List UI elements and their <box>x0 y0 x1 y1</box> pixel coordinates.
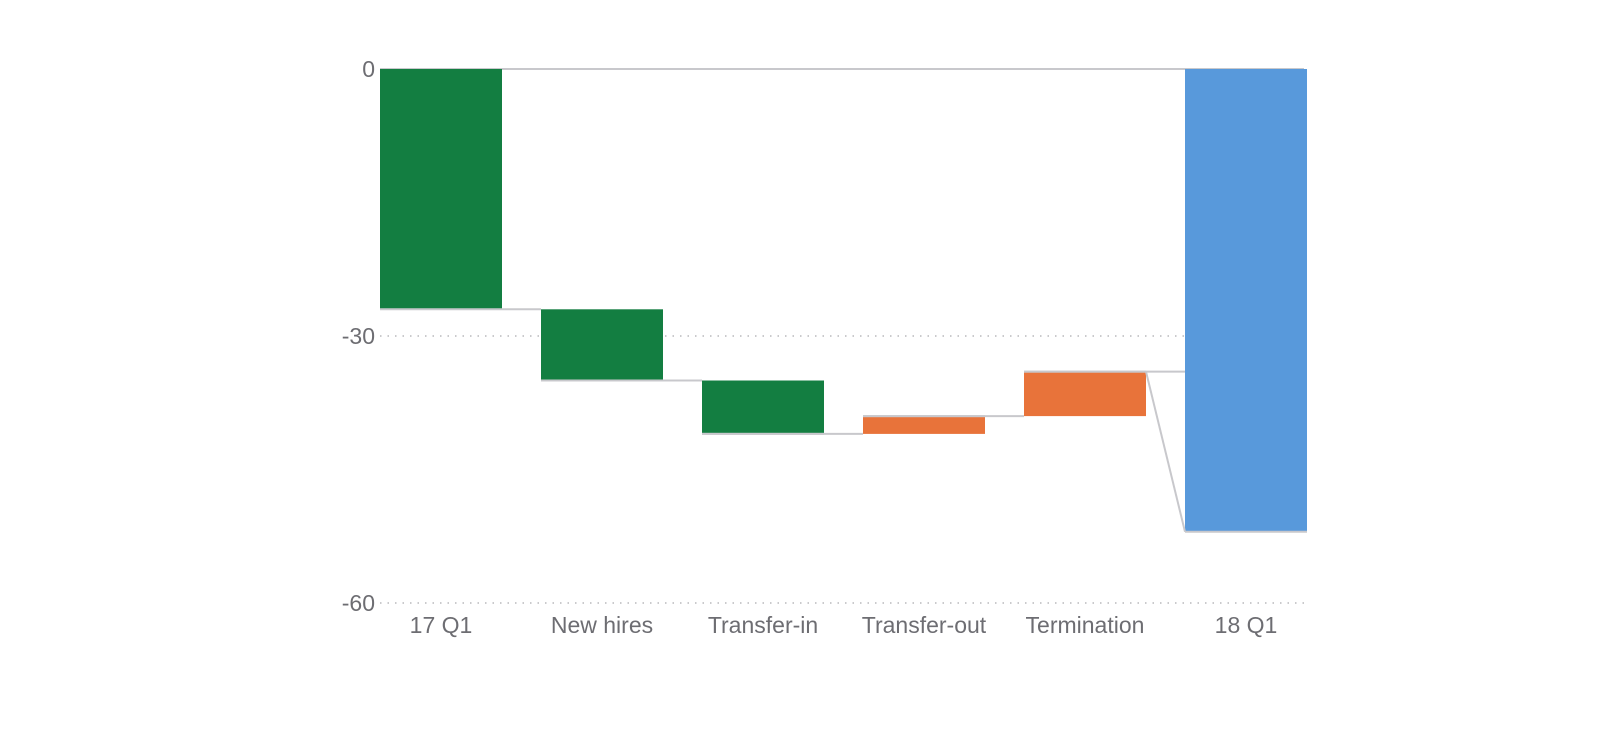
x-tick-label: 18 Q1 <box>1215 612 1278 638</box>
bar-18-q1 <box>1185 69 1307 532</box>
y-tick-label: -60 <box>342 590 375 616</box>
bar-termination <box>1024 371 1146 417</box>
x-tick-label: Transfer-out <box>862 612 987 638</box>
connectors <box>380 308 1307 533</box>
x-tick-label: 17 Q1 <box>410 612 473 638</box>
x-tick-label: Termination <box>1026 612 1145 638</box>
y-tick-label: 0 <box>362 56 375 82</box>
x-tick-label: New hires <box>551 612 653 638</box>
grid-lines <box>380 68 1304 604</box>
bar-17-q1 <box>380 69 502 310</box>
x-axis-ticks: 17 Q1 New hires Transfer-in Transfer-out Ter… <box>410 612 1278 638</box>
y-axis-ticks: 0 -30 -60 <box>342 56 375 616</box>
bars <box>380 69 1307 532</box>
bar-transfer-in <box>702 380 824 434</box>
bar-transfer-out <box>863 416 985 434</box>
y-tick-label: -30 <box>342 323 375 349</box>
x-tick-label: Transfer-in <box>708 612 818 638</box>
bar-new-hires <box>541 309 663 381</box>
connector-line <box>1145 371 1186 533</box>
